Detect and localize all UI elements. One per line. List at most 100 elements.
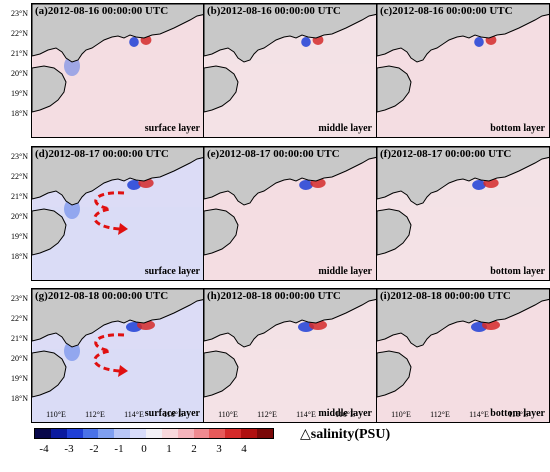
longitude-label: 112°E: [85, 410, 105, 419]
latitude-label: 19°N: [11, 89, 28, 98]
latitude-label: 23°N: [11, 152, 28, 161]
latitude-label: 19°N: [11, 374, 28, 383]
map-canvas: [204, 4, 376, 137]
latitude-label: 22°N: [11, 314, 28, 323]
panel-title: (h)2012-08-18 00:00:00 UTC: [207, 290, 341, 302]
panel-title: (f)2012-08-17 00:00:00 UTC: [380, 148, 512, 160]
colorbar-title: △salinity(PSU): [300, 427, 391, 442]
layer-label: middle layer: [318, 266, 372, 277]
colorbar-tick: 0: [141, 443, 147, 455]
colorbar-tick: 4: [241, 443, 247, 455]
colorbar-tick: -2: [89, 443, 99, 455]
colorbar-swatch: [209, 429, 226, 438]
panel-title: (d)2012-08-17 00:00:00 UTC: [35, 148, 169, 160]
latitude-label: 23°N: [11, 9, 28, 18]
colorbar-swatch: [225, 429, 242, 438]
colorbar-tick: 3: [216, 443, 222, 455]
latitude-label: 22°N: [11, 172, 28, 181]
map-panel-b: (b)2012-08-16 00:00:00 UTC middle layer: [203, 3, 377, 138]
colorbar-swatch: [130, 429, 147, 438]
map-canvas: [204, 289, 376, 422]
longitude-label: 112°E: [430, 410, 450, 419]
latitude-label: 18°N: [11, 252, 28, 261]
colorbar-swatch: [98, 429, 115, 438]
map-canvas: [204, 147, 376, 280]
latitude-label: 19°N: [11, 232, 28, 241]
longitude-label: 110°E: [218, 410, 238, 419]
map-panel-c: (c)2012-08-16 00:00:00 UTC bottom layer: [376, 3, 550, 138]
layer-label: bottom layer: [490, 408, 545, 419]
land-coastline: [377, 289, 549, 398]
layer-label: surface layer: [144, 123, 200, 134]
map-canvas: [377, 289, 549, 422]
colorbar-swatch: [35, 429, 51, 438]
latitude-label: 21°N: [11, 49, 28, 58]
longitude-label: 110°E: [46, 410, 66, 419]
map-panel-d: (d)2012-08-17 00:00:00 UTC surface layer: [31, 146, 205, 281]
land-coastline: [377, 4, 549, 113]
map-canvas: [32, 147, 204, 280]
layer-label: surface layer: [144, 408, 200, 419]
panel-title: (b)2012-08-16 00:00:00 UTC: [207, 5, 341, 17]
layer-label: surface layer: [144, 266, 200, 277]
land-coastline: [204, 289, 376, 398]
latitude-label: 20°N: [11, 354, 28, 363]
map-canvas: [377, 147, 549, 280]
latitude-label: 21°N: [11, 334, 28, 343]
map-panel-e: (e)2012-08-17 00:00:00 UTC middle layer: [203, 146, 377, 281]
colorbar-swatch: [241, 429, 258, 438]
latitude-label: 22°N: [11, 29, 28, 38]
colorbar-tick: -1: [114, 443, 124, 455]
longitude-label: 116°E: [335, 410, 355, 419]
panel-title: (c)2012-08-16 00:00:00 UTC: [380, 5, 513, 17]
map-canvas: [32, 289, 204, 422]
land-coastline: [377, 147, 549, 256]
map-canvas: [377, 4, 549, 137]
map-panel-a: (a)2012-08-16 00:00:00 UTC surface layer: [31, 3, 205, 138]
longitude-label: 114°E: [296, 410, 316, 419]
colorbar-swatch: [257, 429, 273, 438]
panel-title: (e)2012-08-17 00:00:00 UTC: [207, 148, 340, 160]
longitude-label: 110°E: [391, 410, 411, 419]
layer-label: bottom layer: [490, 266, 545, 277]
latitude-label: 20°N: [11, 212, 28, 221]
colorbar: [34, 428, 274, 439]
latitude-label: 18°N: [11, 394, 28, 403]
map-panel-h: (h)2012-08-18 00:00:00 UTC middle layer: [203, 288, 377, 423]
latitude-label: 23°N: [11, 294, 28, 303]
colorbar-swatch: [50, 429, 67, 438]
land-coastline: [204, 4, 376, 113]
map-panel-i: (i)2012-08-18 00:00:00 UTC bottom layer: [376, 288, 550, 423]
land-coastline: [32, 147, 204, 256]
colorbar-swatch: [114, 429, 131, 438]
colorbar-swatch: [146, 429, 162, 438]
latitude-label: 18°N: [11, 109, 28, 118]
colorbar-tick: -4: [39, 443, 49, 455]
longitude-label: 116°E: [508, 410, 528, 419]
colorbar-swatch: [161, 429, 178, 438]
layer-label: bottom layer: [490, 123, 545, 134]
colorbar-swatch: [177, 429, 194, 438]
colorbar-tick: 1: [166, 443, 172, 455]
colorbar-tick: -3: [64, 443, 74, 455]
land-coastline: [204, 147, 376, 256]
colorbar-swatch: [66, 429, 83, 438]
colorbar-tick: 2: [191, 443, 197, 455]
land-coastline: [32, 4, 204, 113]
panel-title: (g)2012-08-18 00:00:00 UTC: [35, 290, 169, 302]
colorbar-swatch: [193, 429, 210, 438]
latitude-label: 20°N: [11, 69, 28, 78]
layer-label: middle layer: [318, 408, 372, 419]
longitude-label: 114°E: [124, 410, 144, 419]
panel-title: (i)2012-08-18 00:00:00 UTC: [380, 290, 511, 302]
map-panel-f: (f)2012-08-17 00:00:00 UTC bottom layer: [376, 146, 550, 281]
map-canvas: [32, 4, 204, 137]
layer-label: middle layer: [318, 123, 372, 134]
map-panel-g: (g)2012-08-18 00:00:00 UTC surface layer: [31, 288, 205, 423]
longitude-label: 114°E: [469, 410, 489, 419]
panel-title: (a)2012-08-16 00:00:00 UTC: [35, 5, 169, 17]
land-coastline: [32, 289, 204, 398]
colorbar-swatch: [82, 429, 99, 438]
longitude-label: 112°E: [257, 410, 277, 419]
longitude-label: 116°E: [163, 410, 183, 419]
